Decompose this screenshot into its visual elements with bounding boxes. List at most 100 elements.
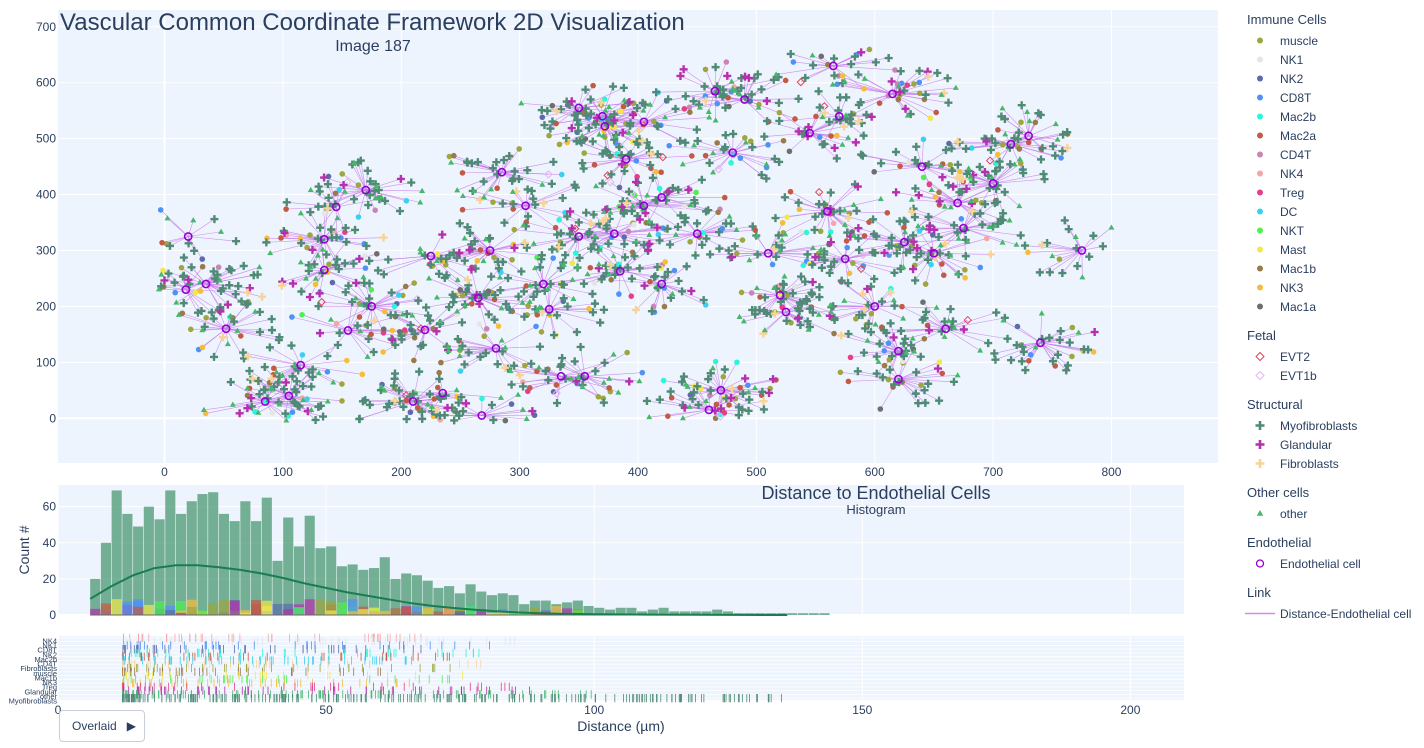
cell-marker-myofibroblasts: [627, 207, 636, 216]
distance-axis-tick-labels: 0 50 100 150 200: [55, 703, 1141, 717]
cell-marker-myofibroblasts: [969, 178, 978, 187]
cell-marker-myofibroblasts: [1053, 350, 1062, 359]
cell-marker-glandular: [640, 281, 649, 290]
cell-marker-myofibroblasts: [961, 144, 970, 153]
distance-link: [501, 171, 549, 175]
cell-marker-other: [592, 232, 599, 239]
cell-marker-myofibroblasts: [577, 138, 586, 147]
cell-marker-dc: [355, 214, 362, 220]
rug-category-label: NK3: [42, 678, 57, 687]
cell-marker-nk1: [905, 159, 912, 166]
cell-marker-myofibroblasts: [322, 250, 331, 259]
endothelial-cell-marker: [574, 103, 584, 113]
cell-marker-mac1a: [502, 417, 509, 424]
endothelial-cell-marker: [361, 185, 371, 195]
cell-marker-myofibroblasts: [902, 248, 911, 257]
cell-marker-myofibroblasts: [459, 407, 468, 416]
cell-marker-other: [568, 375, 575, 381]
distance-link: [347, 330, 361, 332]
cell-marker-mac2a: [876, 100, 883, 106]
cell-marker-myofibroblasts: [984, 339, 993, 348]
cell-marker-myofibroblasts: [864, 319, 873, 328]
cell-marker-muscle: [446, 153, 453, 160]
cell-marker-other: [903, 349, 910, 355]
distance-link: [666, 90, 715, 102]
cell-marker-myofibroblasts: [611, 270, 620, 279]
cell-marker-nk3: [312, 281, 319, 288]
cell-marker-muscle: [509, 256, 515, 263]
cell-marker-other: [482, 236, 489, 242]
distance-link: [543, 258, 554, 285]
cell-marker-myofibroblasts: [905, 246, 914, 255]
cell-marker-other: [954, 372, 961, 378]
distance-link: [683, 376, 721, 391]
cell-marker-mac1b: [450, 152, 457, 159]
cell-marker-myofibroblasts: [267, 315, 276, 324]
cell-marker-other: [200, 406, 207, 412]
cell-marker-myofibroblasts: [292, 388, 301, 397]
histogram-title: Distance to Endothelial Cells: [761, 483, 990, 503]
cell-marker-evt1b: [606, 178, 615, 187]
distance-link: [371, 294, 399, 307]
cell-marker-myofibroblasts: [766, 309, 775, 318]
cell-marker-myofibroblasts: [523, 166, 532, 175]
distance-link: [584, 354, 614, 377]
distance-link: [809, 132, 843, 146]
cell-marker-myofibroblasts: [1055, 336, 1064, 345]
cell-marker-other: [818, 246, 825, 252]
cell-marker-myofibroblasts: [581, 104, 590, 113]
cell-marker-myofibroblasts: [815, 283, 824, 292]
distance-link: [265, 401, 312, 411]
cell-marker-mac2a: [459, 206, 466, 213]
distance-link: [900, 242, 905, 269]
distance-link: [614, 114, 644, 123]
cell-marker-myofibroblasts: [313, 234, 322, 243]
distance-link: [205, 270, 232, 285]
cell-marker-myofibroblasts: [922, 307, 931, 316]
cell-marker-myofibroblasts: [229, 317, 238, 326]
cell-marker-glandular: [676, 71, 685, 80]
cell-marker-myofibroblasts: [843, 114, 852, 123]
distance-link: [377, 255, 431, 271]
cell-marker-myofibroblasts: [602, 269, 611, 278]
cell-marker-myofibroblasts: [935, 249, 944, 258]
overlaid-bar: [422, 607, 433, 615]
cell-marker-myofibroblasts: [552, 311, 561, 320]
cell-marker-myofibroblasts: [615, 142, 624, 151]
distance-link: [511, 376, 562, 385]
cell-marker-myofibroblasts: [1038, 144, 1047, 153]
cell-marker-myofibroblasts: [738, 405, 747, 414]
distance-link: [732, 152, 762, 176]
cell-marker-cd8t: [916, 79, 923, 86]
cell-marker-myofibroblasts: [962, 169, 971, 178]
distance-link: [424, 329, 449, 348]
cell-marker-myofibroblasts: [987, 134, 996, 143]
cell-marker-other: [596, 131, 603, 137]
cell-marker-mac2a: [414, 405, 421, 411]
cell-marker-dc: [928, 261, 934, 268]
distance-link: [922, 301, 946, 329]
cell-marker-myofibroblasts: [961, 252, 970, 261]
cell-marker-myofibroblasts: [753, 70, 762, 79]
cell-marker-myofibroblasts: [462, 287, 471, 296]
cell-marker-myofibroblasts: [681, 92, 690, 101]
cell-marker-glandular: [825, 311, 834, 320]
cell-marker-myofibroblasts: [820, 255, 829, 264]
cell-marker-glandular: [982, 137, 991, 146]
cell-marker-myofibroblasts: [556, 105, 565, 114]
cell-marker-myofibroblasts: [678, 287, 687, 296]
cell-marker-myofibroblasts: [493, 360, 502, 369]
cell-marker-myofibroblasts: [324, 193, 333, 202]
cell-marker-myofibroblasts: [1089, 231, 1098, 240]
cell-marker-myofibroblasts: [630, 252, 639, 261]
cell-marker-fibroblasts: [601, 214, 610, 223]
cell-marker-myofibroblasts: [289, 397, 298, 406]
cell-marker-glandular: [684, 185, 693, 194]
cell-marker-myofibroblasts: [847, 119, 856, 128]
cell-marker-myofibroblasts: [911, 184, 920, 193]
endothelial-cell-marker: [221, 324, 231, 334]
distance-link: [205, 283, 229, 305]
distance-link: [997, 129, 1029, 137]
cell-marker-myofibroblasts: [830, 315, 839, 324]
cell-marker-myofibroblasts: [231, 290, 240, 299]
